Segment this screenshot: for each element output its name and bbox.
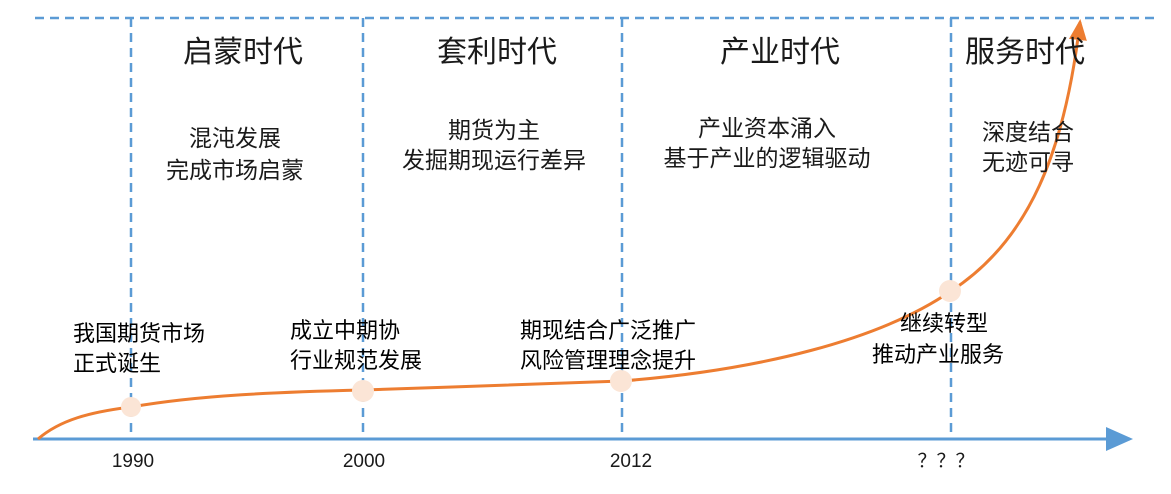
era-desc: 无迹可寻 [982, 149, 1074, 175]
axis-tick-label: 1990 [112, 451, 154, 472]
axis-tick-label: 2012 [610, 451, 652, 472]
era-title: 启蒙时代 [183, 36, 303, 69]
milestone-marker-2012 [610, 370, 632, 392]
axis-tick-label: 2000 [343, 451, 385, 472]
era-title: 套利时代 [437, 36, 557, 69]
era-desc: 产业资本涌入 [698, 115, 836, 141]
milestone-marker-1990 [121, 397, 141, 417]
era-desc: 基于产业的逻辑驱动 [664, 145, 871, 171]
axis-tick-label: ？？？ [917, 451, 974, 472]
milestone-marker-2000 [352, 380, 374, 402]
era-desc: 深度结合 [982, 119, 1074, 145]
milestone-event: 风险管理理念提升 [520, 348, 696, 373]
milestone-event: 我国期货市场 [73, 321, 205, 346]
era-desc: 混沌发展 [189, 125, 281, 151]
milestone-event: 期现结合广泛推广 [520, 318, 696, 343]
era-desc: 期货为主 [448, 117, 540, 143]
growth-curve [37, 19, 1087, 441]
era-title: 产业时代 [720, 36, 840, 69]
milestone-marker-future [939, 280, 961, 302]
milestone-event: 推动产业服务 [872, 342, 1004, 367]
milestone-event: 正式诞生 [73, 351, 161, 376]
era-title: 服务时代 [965, 36, 1085, 69]
era-desc: 发掘期现运行差异 [402, 147, 586, 173]
era-desc: 完成市场启蒙 [166, 157, 304, 183]
milestone-event: 继续转型 [900, 311, 988, 336]
milestone-event: 成立中期协 [290, 318, 400, 343]
milestone-event: 行业规范发展 [290, 348, 422, 373]
